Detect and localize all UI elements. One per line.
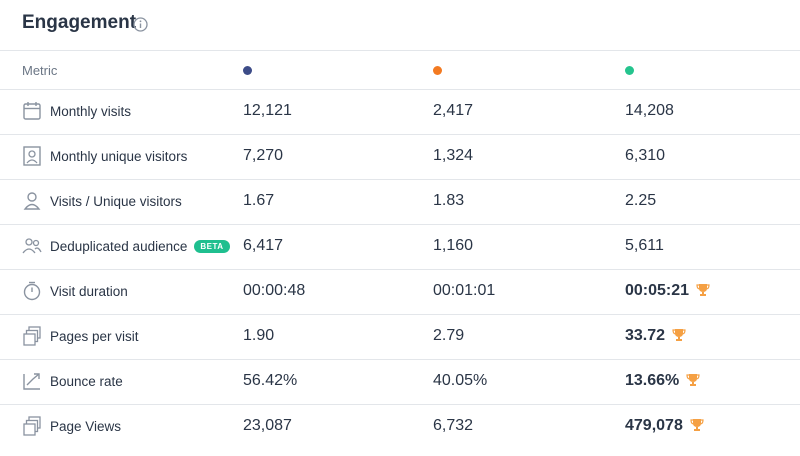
value-text: 6,732 [433, 417, 474, 434]
metric-value: 1,324 [433, 147, 473, 165]
metric-value: 1.90 [243, 327, 274, 345]
table-row: Monthly visits 12,121 2,417 14,208 [0, 89, 800, 134]
value-text: 33.72 [625, 327, 666, 344]
metric-value: 6,417 [243, 237, 283, 255]
metric-icon [22, 238, 42, 254]
value-text: 1.67 [243, 192, 275, 209]
trophy-icon [696, 284, 710, 296]
info-icon[interactable] [133, 17, 148, 32]
metric-icon [23, 326, 41, 346]
metric-value: 6,732 [433, 417, 473, 435]
trophy-icon [672, 329, 686, 341]
value-text: 1.83 [433, 192, 465, 209]
value-text: 40.05% [433, 372, 488, 389]
metric-icon [23, 102, 41, 120]
column-dot [433, 66, 442, 75]
value-text: 00:05:21 [625, 282, 690, 299]
metric-label: Page Views [50, 419, 121, 434]
metric-label: Pages per visit [50, 329, 139, 344]
metric-label: Visits / Unique visitors [50, 194, 182, 209]
metric-label: Bounce rate [50, 374, 123, 389]
metric-value: 12,121 [243, 102, 292, 120]
value-text: 6,417 [243, 237, 284, 254]
value-text: 1.90 [243, 327, 275, 344]
table-row: Page Views 23,087 6,732 479,078 [0, 404, 800, 449]
metric-value: 6,310 [625, 147, 665, 165]
table-row: Monthly unique visitors 7,270 1,324 6,310 [0, 134, 800, 179]
value-text: 479,078 [625, 417, 683, 434]
metric-value: 00:00:48 [243, 282, 305, 300]
metric-value: 1.67 [243, 192, 274, 210]
metric-icon [23, 416, 41, 436]
value-text: 7,270 [243, 147, 284, 164]
table-row: Visits / Unique visitors 1.67 1.83 2.25 [0, 179, 800, 224]
value-text: 23,087 [243, 417, 292, 434]
metric-icon [23, 146, 41, 166]
table-row: Deduplicated audience BETA 6,417 1,160 5,611 [0, 224, 800, 269]
metric-value: 40.05% [433, 372, 487, 390]
metric-value: 13.66% [625, 372, 700, 390]
metric-value: 23,087 [243, 417, 292, 435]
metric-value: 33.72 [625, 327, 686, 345]
metric-value: 2.79 [433, 327, 464, 345]
metric-value: 1.83 [433, 192, 464, 210]
value-text: 5,611 [625, 237, 664, 254]
table-row: Pages per visit 1.90 2.79 33.72 [0, 314, 800, 359]
metric-value: 2.25 [625, 192, 656, 210]
metric-label: Monthly visits [50, 104, 131, 119]
column-dot [625, 66, 634, 75]
metric-name: Monthly visits [50, 104, 132, 119]
value-text: 1,324 [433, 147, 474, 164]
table-header: Metric [0, 51, 800, 89]
metric-label: Monthly unique visitors [50, 149, 187, 164]
metric-value: 00:05:21 [625, 282, 710, 300]
value-text: 6,310 [625, 147, 666, 164]
value-text: 00:00:48 [243, 282, 306, 299]
trophy-icon [690, 419, 704, 431]
metric-value: 14,208 [625, 102, 674, 120]
value-text: 00:01:01 [433, 282, 496, 299]
value-text: 2.79 [433, 327, 465, 344]
title: Engagement [22, 12, 137, 33]
value-text: 13.66% [625, 372, 680, 389]
metric-icon [23, 373, 40, 390]
metric-icon [23, 281, 41, 301]
value-text: 12,121 [243, 102, 292, 119]
metric-header: Metric [22, 63, 58, 78]
metric-name: Deduplicated audience [50, 239, 188, 254]
metric-name: Pages per visit [50, 329, 139, 344]
value-text: 2,417 [433, 102, 474, 119]
metric-name: Bounce rate [50, 374, 123, 389]
metric-name: Monthly unique visitors [50, 149, 188, 164]
metric-name: Visits / Unique visitors [50, 194, 182, 209]
table-row: Visit duration 00:00:48 00:01:01 00:05:21 [0, 269, 800, 314]
metric-name: Page Views [50, 419, 122, 434]
metric-label: Deduplicated audience BETA [50, 239, 230, 254]
value-text: 1,160 [433, 237, 474, 254]
metric-value: 7,270 [243, 147, 283, 165]
metric-value: 56.42% [243, 372, 297, 390]
trophy-icon [686, 374, 700, 386]
metric-name: Visit duration [50, 284, 128, 299]
value-text: 56.42% [243, 372, 298, 389]
metric-value: 479,078 [625, 417, 704, 435]
value-text: 14,208 [625, 102, 674, 119]
divider [0, 50, 800, 51]
metric-value: 1,160 [433, 237, 473, 255]
table-row: Bounce rate 56.42% 40.05% 13.66% [0, 359, 800, 404]
metric-label: Visit duration [50, 284, 128, 299]
column-dot [243, 66, 252, 75]
value-text: 2.25 [625, 192, 657, 209]
metric-icon [23, 192, 41, 210]
beta-badge: BETA [194, 240, 230, 253]
metric-value: 5,611 [625, 237, 664, 255]
metric-value: 00:01:01 [433, 282, 495, 300]
metric-value: 2,417 [433, 102, 473, 120]
